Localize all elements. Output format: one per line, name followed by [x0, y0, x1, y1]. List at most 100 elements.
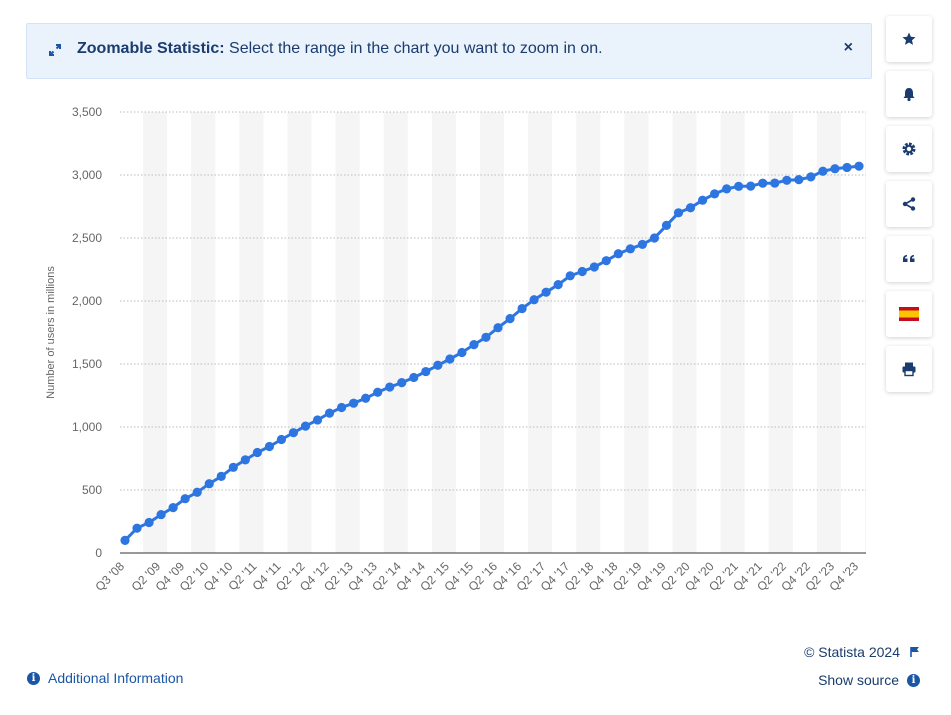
data-point — [685, 203, 696, 213]
data-point — [734, 181, 744, 191]
star-icon — [902, 32, 916, 45]
favorite-button[interactable] — [886, 16, 932, 62]
copyright-text: © Statista 2024 — [804, 644, 900, 660]
column-band — [239, 112, 264, 553]
print-icon — [902, 362, 916, 377]
data-point — [312, 415, 323, 425]
data-point — [144, 517, 154, 528]
data-point — [854, 161, 864, 171]
y-tick-label: 3,500 — [72, 105, 102, 119]
data-point — [505, 314, 515, 324]
data-point — [806, 172, 816, 182]
data-point — [710, 189, 720, 199]
share-icon — [902, 197, 916, 211]
data-point — [361, 393, 371, 403]
info-icon: i — [27, 671, 40, 685]
data-point — [180, 494, 190, 504]
column-band — [624, 112, 649, 553]
data-point — [589, 262, 599, 272]
data-point — [697, 195, 708, 205]
chart[interactable]: 0 500 1,000 1,500 2,000 2,500 3,000 3,500 Q3 '0… — [0, 90, 880, 610]
data-point — [216, 471, 226, 481]
column-band — [576, 112, 601, 553]
notification-button[interactable] — [886, 71, 932, 117]
column-band — [287, 112, 312, 553]
data-point — [120, 535, 130, 545]
data-point — [637, 239, 648, 250]
data-point — [156, 509, 166, 520]
data-point — [517, 303, 527, 314]
y-tick-label: 1,500 — [72, 357, 102, 371]
data-point — [288, 428, 299, 438]
cite-button[interactable] — [886, 236, 932, 282]
data-point — [782, 175, 792, 185]
data-point — [842, 162, 852, 173]
data-point — [264, 441, 274, 452]
data-point — [385, 382, 395, 392]
data-point — [529, 295, 539, 305]
data-point — [553, 280, 563, 290]
flag-icon[interactable] — [910, 646, 920, 658]
data-point — [577, 266, 587, 277]
data-point — [336, 402, 347, 413]
y-tick-label: 0 — [95, 546, 102, 560]
gear-icon — [902, 142, 916, 156]
column-band — [528, 112, 553, 553]
data-point — [252, 447, 262, 458]
y-axis-label: Number of users in millions — [45, 266, 57, 399]
data-point — [433, 360, 443, 370]
data-point — [409, 372, 419, 383]
data-point — [168, 503, 178, 513]
column-band — [816, 112, 841, 553]
y-tick-label: 1,000 — [72, 420, 102, 434]
data-point — [493, 323, 503, 333]
column-band — [143, 112, 168, 553]
zoom-banner: Zoomable Statistic: Select the range in … — [26, 23, 872, 79]
data-point — [481, 332, 491, 342]
x-tick-label: Q3 '08 — [92, 559, 127, 594]
column-band — [720, 112, 745, 553]
column-band — [865, 112, 866, 553]
line-chart[interactable]: 0 500 1,000 1,500 2,000 2,500 3,000 3,500 Q3 '0… — [0, 90, 880, 610]
data-point — [276, 434, 287, 445]
data-point — [397, 378, 407, 388]
expand-icon — [49, 44, 61, 56]
additional-info-link[interactable]: i Additional Information — [27, 670, 183, 686]
data-point — [794, 175, 804, 185]
data-point — [132, 523, 142, 533]
data-points — [120, 161, 864, 545]
additional-info-label: Additional Information — [48, 670, 184, 686]
copyright: © Statista 2024 — [804, 644, 920, 660]
data-point — [192, 487, 202, 497]
language-button[interactable] — [886, 291, 932, 337]
data-point — [818, 166, 828, 176]
close-icon[interactable]: × — [843, 39, 853, 56]
y-tick-label: 500 — [82, 483, 102, 497]
data-point — [445, 354, 455, 364]
banner-message: Zoomable Statistic: Select the range in … — [77, 40, 603, 58]
data-point — [601, 256, 611, 266]
print-button[interactable] — [886, 346, 932, 392]
y-tick-label: 2,000 — [72, 294, 102, 308]
data-point — [770, 178, 780, 188]
column-band — [431, 112, 456, 553]
column-band — [672, 112, 697, 553]
quote-icon — [903, 255, 915, 262]
data-point — [541, 287, 551, 297]
banner-text: Select the range in the chart you want t… — [229, 40, 603, 57]
data-point — [349, 398, 359, 408]
info-icon: i — [907, 673, 920, 687]
data-point — [746, 181, 756, 191]
data-point — [565, 271, 575, 281]
show-source-link[interactable]: Show source i — [818, 672, 920, 688]
flag-spain-icon — [899, 307, 919, 321]
show-source-label: Show source — [818, 672, 899, 688]
settings-button[interactable] — [886, 126, 932, 172]
column-bands — [143, 112, 866, 553]
data-point — [661, 220, 672, 230]
bell-icon — [903, 88, 915, 102]
data-point — [228, 462, 238, 472]
data-point — [625, 244, 635, 254]
data-point — [204, 479, 214, 489]
share-button[interactable] — [886, 181, 932, 227]
